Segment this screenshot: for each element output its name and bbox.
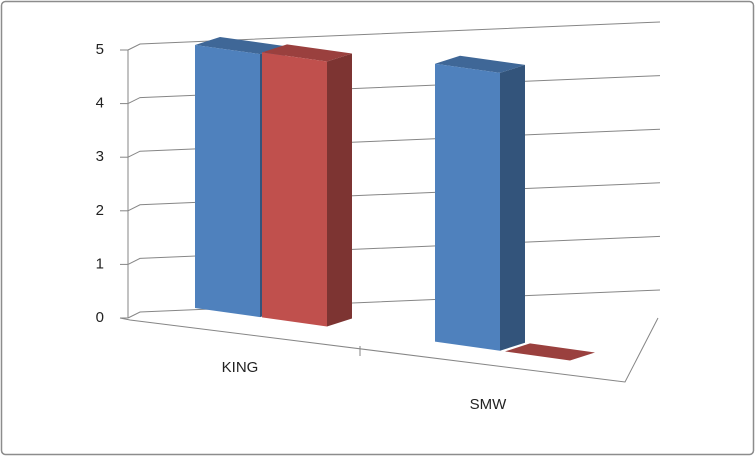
bar-top: [505, 343, 595, 361]
y-tick-label: 3: [96, 148, 104, 165]
bar-top: [435, 55, 525, 73]
grid-line: [127, 21, 661, 51]
bar-side: [327, 53, 352, 327]
bar: [195, 45, 260, 318]
bar: [262, 52, 327, 327]
y-tick-label: 1: [96, 255, 104, 272]
y-tick-label: 0: [96, 309, 104, 326]
y-tick-label: 2: [96, 202, 104, 219]
floor-edge: [119, 317, 659, 383]
x-tick-label: KING: [222, 359, 259, 376]
bar: [435, 63, 500, 351]
x-tick-label: SMW: [470, 396, 508, 413]
y-tick-label: 5: [96, 41, 104, 58]
y-tick-label: 4: [96, 95, 104, 112]
bar-side: [500, 64, 525, 351]
bar-top: [262, 44, 352, 62]
bar-top: [195, 37, 285, 55]
